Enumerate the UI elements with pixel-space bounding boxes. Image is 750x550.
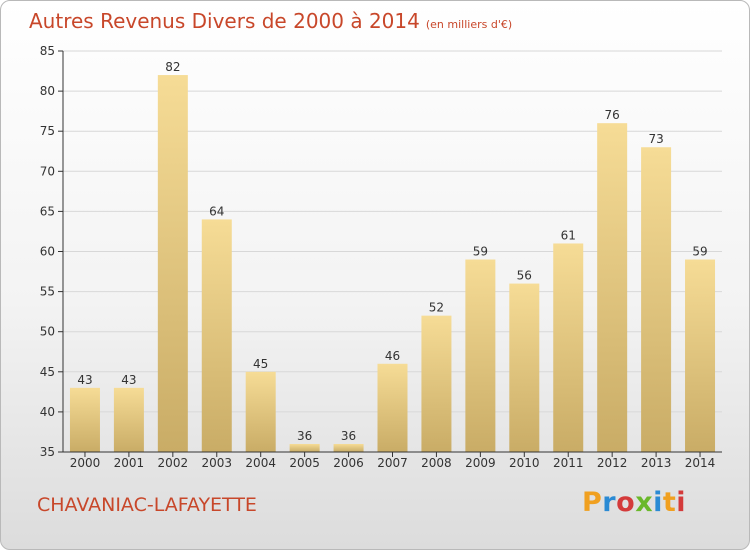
y-tick-label: 70	[40, 164, 55, 178]
logo-letter: P	[582, 487, 603, 518]
logo-letter: i	[653, 487, 663, 518]
data-label: 46	[385, 349, 400, 363]
data-label: 43	[121, 373, 136, 387]
x-tick-label: 2005	[289, 456, 320, 470]
y-tick-label: 80	[40, 84, 55, 98]
chart-title-text: Autres Revenus Divers de 2000 à 2014	[29, 9, 420, 33]
bar	[685, 259, 716, 452]
x-tick-label: 2011	[553, 456, 584, 470]
y-tick-label: 60	[40, 245, 55, 259]
data-label: 36	[341, 429, 356, 443]
bar	[509, 283, 540, 452]
data-label: 43	[77, 373, 92, 387]
x-tick-label: 2008	[421, 456, 452, 470]
x-tick-label: 2003	[201, 456, 232, 470]
y-tick-label: 55	[40, 285, 55, 299]
bar	[465, 259, 496, 452]
logo-letter: r	[602, 487, 617, 518]
data-label: 36	[297, 429, 312, 443]
data-label: 64	[209, 204, 224, 218]
y-tick-label: 50	[40, 325, 55, 339]
x-tick-label: 2006	[333, 456, 364, 470]
bar	[201, 219, 232, 452]
logo-letter: i	[676, 487, 687, 518]
data-label: 61	[561, 228, 576, 242]
x-tick-label: 2000	[70, 456, 101, 470]
bar	[69, 387, 100, 452]
bar	[113, 387, 144, 452]
data-label: 52	[429, 301, 444, 315]
chart-title: Autres Revenus Divers de 2000 à 2014 (en …	[29, 9, 512, 33]
bar	[553, 243, 584, 452]
bar	[157, 75, 188, 452]
x-tick-label: 2009	[465, 456, 496, 470]
x-tick-label: 2010	[509, 456, 540, 470]
logo-letter: t	[662, 487, 677, 518]
data-label: 73	[648, 132, 663, 146]
data-label: 76	[605, 108, 620, 122]
chart-unit: (en milliers d'€)	[425, 18, 513, 31]
x-tick-label: 2004	[245, 456, 276, 470]
data-label: 82	[165, 60, 180, 74]
x-tick-label: 2001	[114, 456, 145, 470]
logo-letter: o	[616, 487, 636, 518]
x-tick-label: 2012	[597, 456, 628, 470]
bar	[377, 363, 408, 452]
x-tick-label: 2013	[641, 456, 672, 470]
y-tick-label: 40	[40, 405, 55, 419]
bar	[245, 371, 276, 452]
bar	[333, 443, 364, 452]
x-tick-label: 2007	[377, 456, 408, 470]
x-tick-label: 2014	[685, 456, 716, 470]
y-tick-label: 65	[40, 204, 55, 218]
data-label: 59	[473, 245, 488, 259]
bar	[641, 147, 672, 453]
y-tick-label: 75	[40, 124, 55, 138]
logo-letter: x	[635, 487, 654, 518]
bar	[289, 443, 320, 452]
proxiti-logo[interactable]: Proxiti	[582, 487, 686, 518]
y-tick-label: 45	[40, 365, 55, 379]
y-tick-label: 35	[40, 445, 55, 459]
x-tick-label: 2002	[158, 456, 189, 470]
bar	[421, 315, 452, 452]
commune-name: CHAVANIAC-LAFAYETTE	[37, 494, 257, 516]
bar	[597, 123, 628, 453]
data-label: 59	[692, 245, 707, 259]
data-label: 56	[517, 269, 532, 283]
y-tick-label: 85	[40, 44, 55, 58]
data-label: 45	[253, 357, 268, 371]
